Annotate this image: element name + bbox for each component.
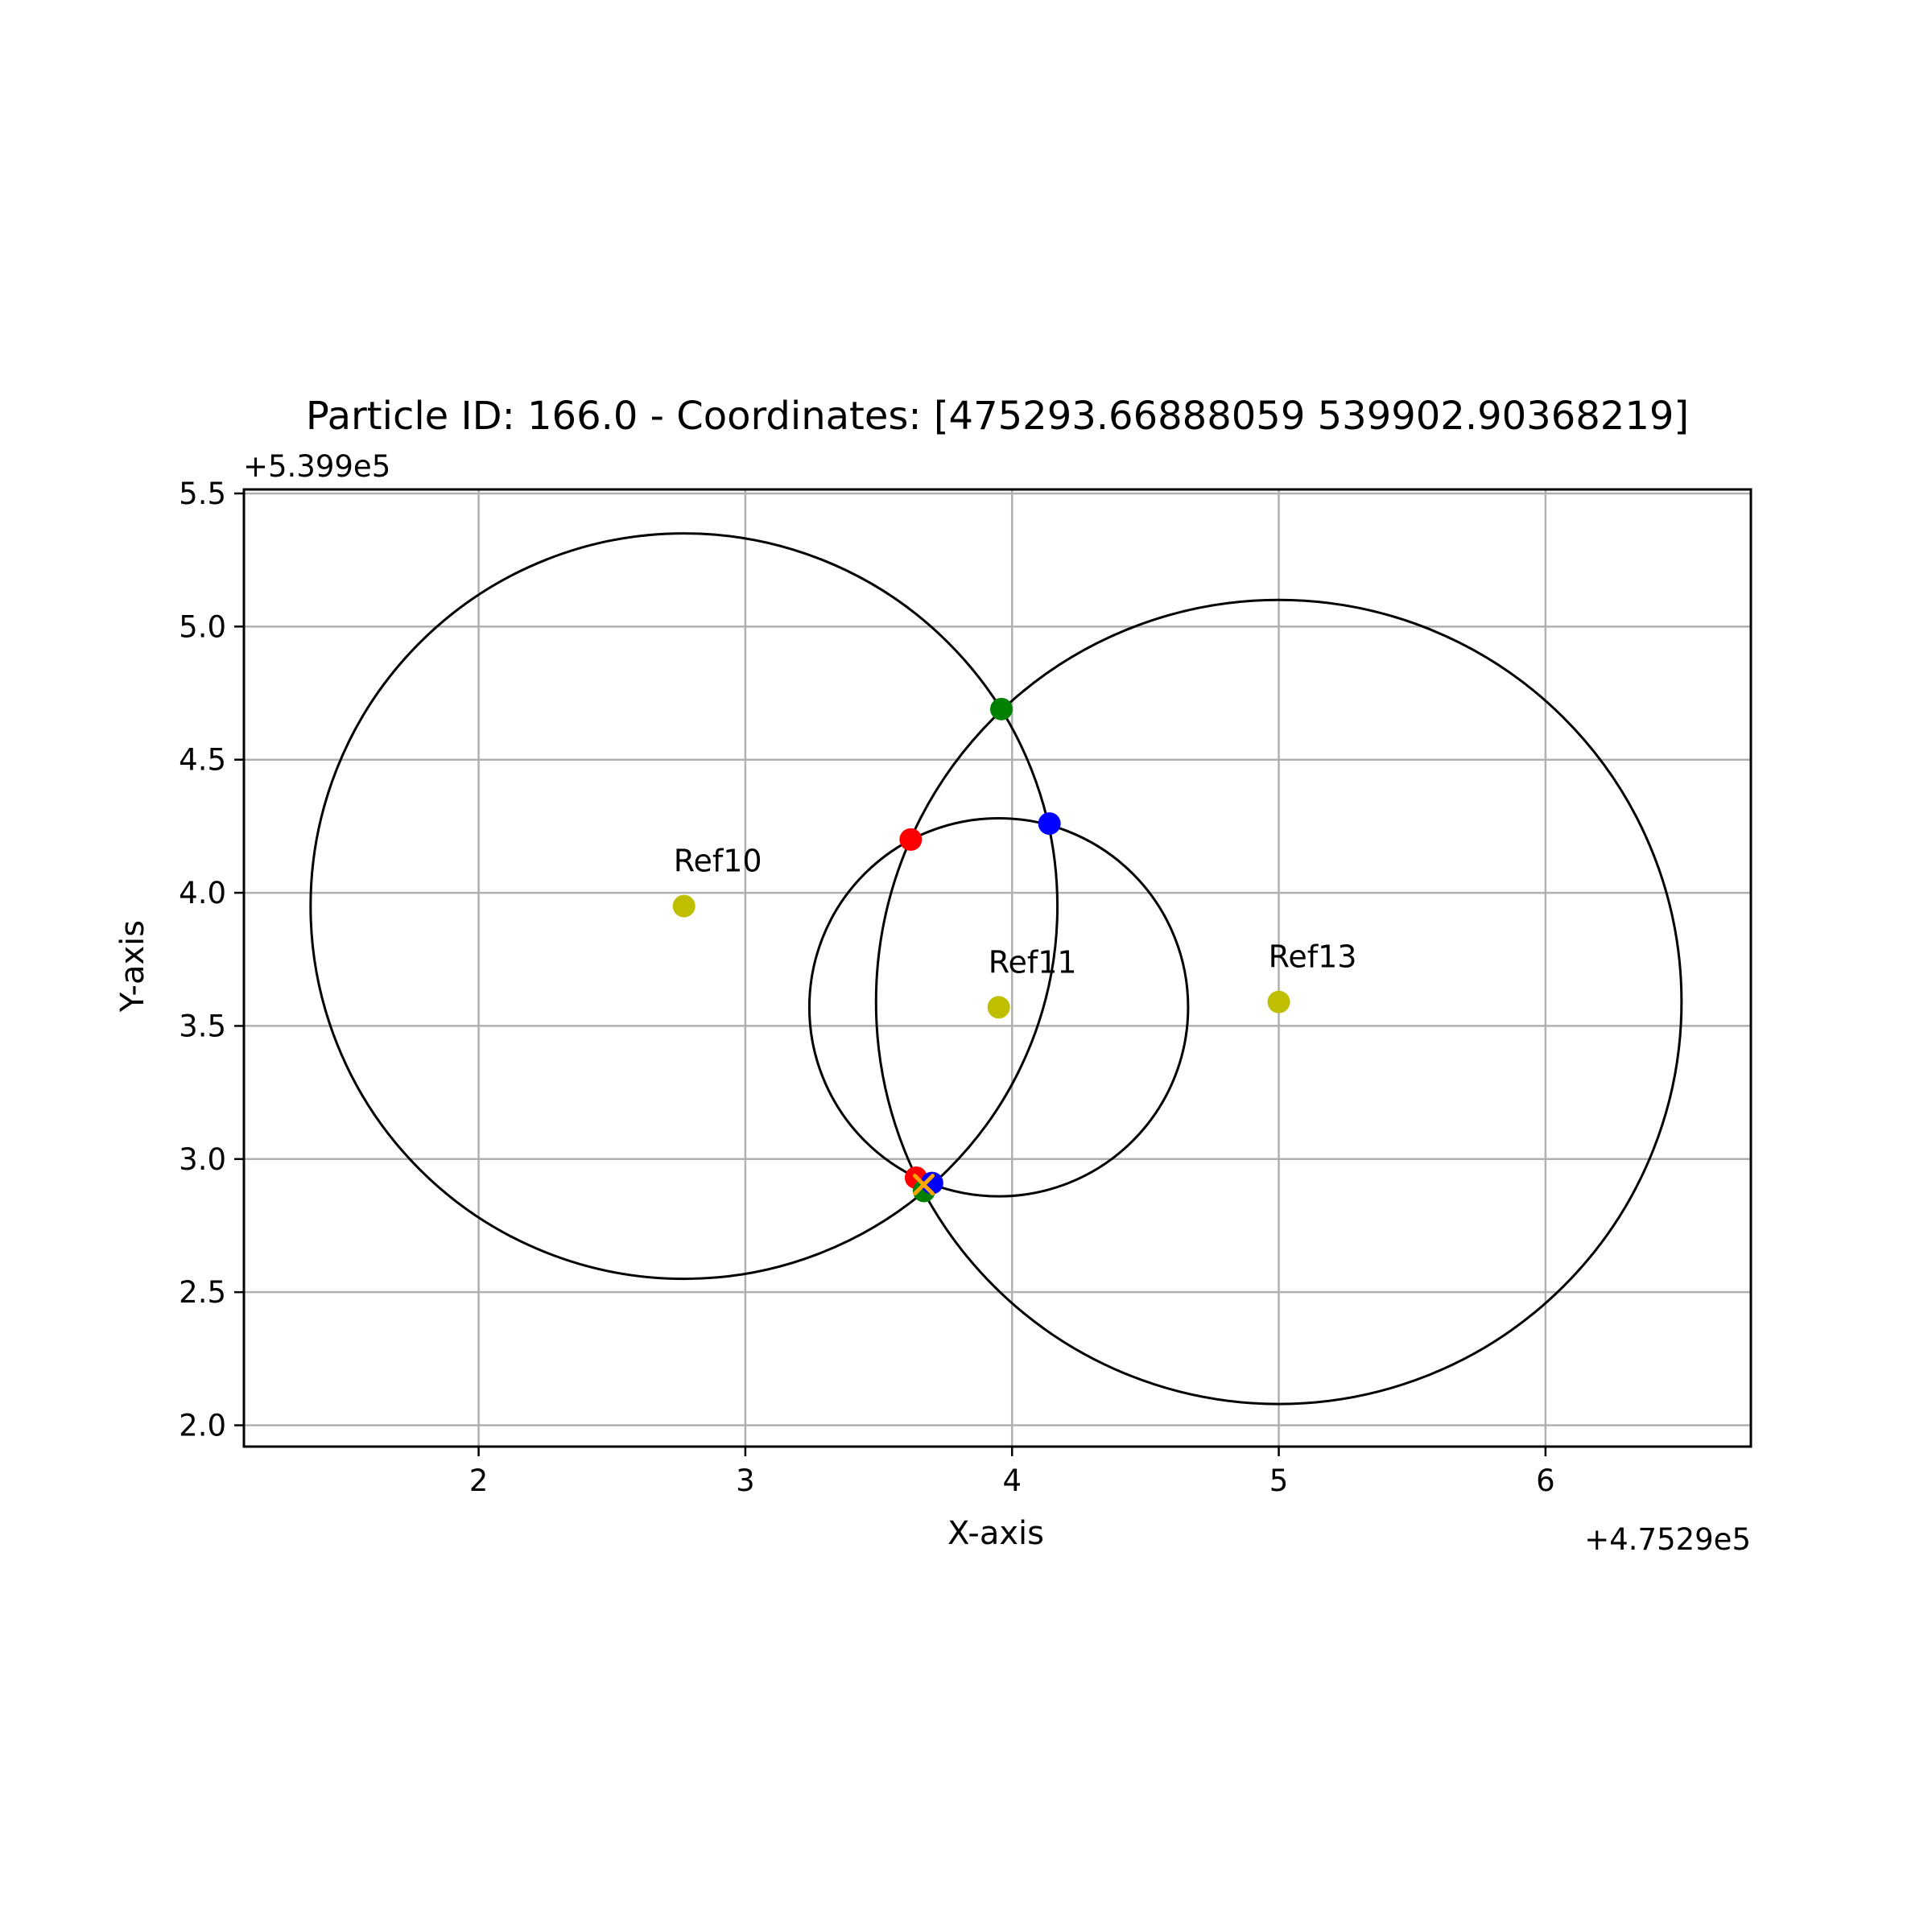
x-tick-label: 3	[736, 1463, 755, 1498]
intersection-point	[1038, 812, 1061, 836]
plot-frame	[242, 488, 1752, 1448]
range-circle	[874, 598, 1683, 1406]
intersection-point	[989, 697, 1013, 720]
range-circle	[807, 816, 1190, 1198]
reference-point	[987, 996, 1010, 1019]
intersection-point	[899, 828, 923, 851]
y-tick-label: 5.0	[179, 609, 226, 644]
y-tick-label: 2.5	[179, 1275, 226, 1310]
axis-ticks: 2 3 4 5 6 2.0 2.5 3.0 3.5 4.0 4.5 5.0 5.5	[179, 477, 1554, 1498]
y-tick-label: 4.0	[179, 876, 226, 910]
x-tick-label: 2	[469, 1463, 489, 1498]
chart-title: Particle ID: 166.0 - Coordinates: [47529…	[306, 394, 1689, 439]
reference-label: Ref10	[674, 844, 762, 879]
x-tick-label: 4	[1002, 1463, 1022, 1498]
x-axis-label: X-axis	[947, 1515, 1044, 1552]
x-tick-label: 5	[1269, 1463, 1289, 1498]
y-offset-label: +5.399e5	[243, 449, 390, 484]
reference-point	[672, 894, 696, 918]
range-circles	[309, 532, 1683, 1406]
y-axis-label: Y-axis	[114, 920, 151, 1013]
reference-label: Ref11	[989, 944, 1077, 980]
reference-label: Ref13	[1269, 939, 1357, 975]
y-tick-label: 2.0	[179, 1409, 226, 1443]
reference-point	[1267, 990, 1290, 1013]
y-tick-label: 3.5	[179, 1009, 226, 1043]
point-labels: Ref10 Ref11 Ref13	[674, 844, 1357, 980]
range-circle	[309, 532, 1059, 1281]
estimate-marker	[913, 1174, 935, 1196]
grid	[244, 489, 1751, 1447]
y-tick-label: 4.5	[179, 743, 226, 778]
points	[672, 697, 1290, 1203]
y-tick-label: 5.5	[179, 477, 226, 511]
y-tick-label: 3.0	[179, 1142, 226, 1177]
x-tick-label: 6	[1536, 1463, 1555, 1498]
x-offset-label: +4.7529e5	[1584, 1522, 1751, 1557]
